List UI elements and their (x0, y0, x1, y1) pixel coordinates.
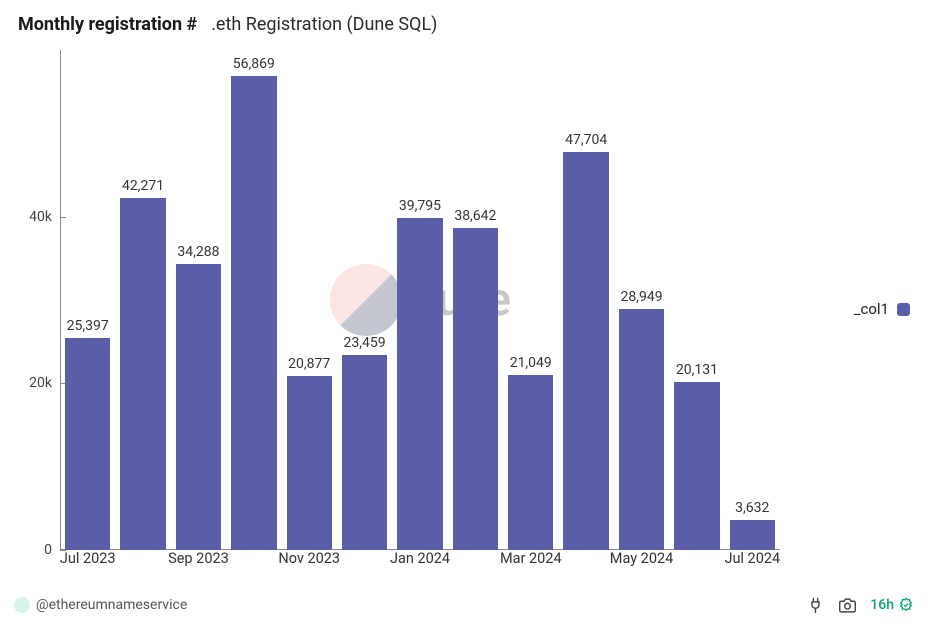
bar-value-label: 23,459 (344, 335, 386, 351)
footer-left: @ethereumnameservice (14, 597, 187, 613)
bar-value-label: 28,949 (620, 289, 662, 305)
legend-swatch (897, 303, 910, 316)
bar-value-label: 56,869 (233, 56, 275, 72)
verified-icon (898, 597, 914, 613)
bars-container: 25,39742,27134,28856,86920,87723,45939,7… (60, 50, 780, 550)
bar[interactable]: 39,795 (397, 218, 442, 550)
x-tick-label: Jul 2024 (724, 550, 780, 567)
bar[interactable]: 20,877 (287, 376, 332, 550)
footer-right: 16h (806, 596, 914, 614)
y-tick-label: 20k (29, 375, 52, 391)
x-axis-labels: Jul 2023 Sep 2023 Nov 2023 Jan 2024 Mar 2024… (60, 550, 780, 576)
bar-value-label: 21,049 (510, 355, 552, 371)
bar-value-label: 34,288 (177, 244, 219, 260)
chart-area: Dune 020k40k 25,39742,27134,28856,86920,… (60, 50, 780, 550)
bar[interactable]: 28,949 (619, 309, 664, 550)
bar-value-label: 42,271 (122, 178, 164, 194)
bar-value-label: 47,704 (565, 132, 607, 148)
bar[interactable]: 3,632 (730, 520, 775, 550)
legend-label: _col1 (854, 300, 889, 318)
bar-value-label: 20,877 (288, 356, 330, 372)
bar[interactable]: 47,704 (563, 152, 608, 550)
bar[interactable]: 23,459 (342, 355, 387, 550)
bar[interactable]: 38,642 (453, 228, 498, 550)
bar-value-label: 3,632 (735, 500, 769, 516)
author-handle[interactable]: @ethereumnameservice (36, 597, 187, 613)
chart-title-bold: Monthly registration # (18, 14, 197, 35)
chart-header: Monthly registration # .eth Registration… (18, 14, 437, 35)
bar[interactable]: 56,869 (231, 76, 276, 550)
x-tick-label: Sep 2023 (168, 550, 229, 567)
x-tick-label: Mar 2024 (500, 550, 562, 567)
bar[interactable]: 25,397 (65, 338, 110, 550)
camera-icon[interactable] (838, 596, 856, 614)
bar[interactable]: 42,271 (120, 198, 165, 550)
y-tick-label: 0 (44, 542, 52, 558)
avatar (14, 597, 30, 613)
x-tick-label: Jul 2023 (60, 550, 116, 567)
x-tick-label: Nov 2023 (278, 550, 340, 567)
x-tick-label: Jan 2024 (390, 550, 450, 567)
bar-value-label: 38,642 (454, 208, 496, 224)
bar-value-label: 20,131 (676, 362, 718, 378)
x-tick-label: May 2024 (610, 550, 674, 567)
chart-title-sub: .eth Registration (Dune SQL) (211, 14, 437, 35)
chart-legend: _col1 (854, 300, 910, 318)
time-badge[interactable]: 16h (870, 597, 914, 613)
bar-value-label: 39,795 (399, 198, 441, 214)
plug-icon[interactable] (806, 596, 824, 614)
bar[interactable]: 34,288 (176, 264, 221, 550)
y-axis: 020k40k (10, 50, 60, 550)
bar-value-label: 25,397 (67, 318, 109, 334)
bar[interactable]: 20,131 (674, 382, 719, 550)
y-tick-label: 40k (29, 209, 52, 225)
time-badge-text: 16h (870, 597, 894, 613)
chart-footer: @ethereumnameservice 16h (14, 596, 914, 614)
bar[interactable]: 21,049 (508, 375, 553, 550)
